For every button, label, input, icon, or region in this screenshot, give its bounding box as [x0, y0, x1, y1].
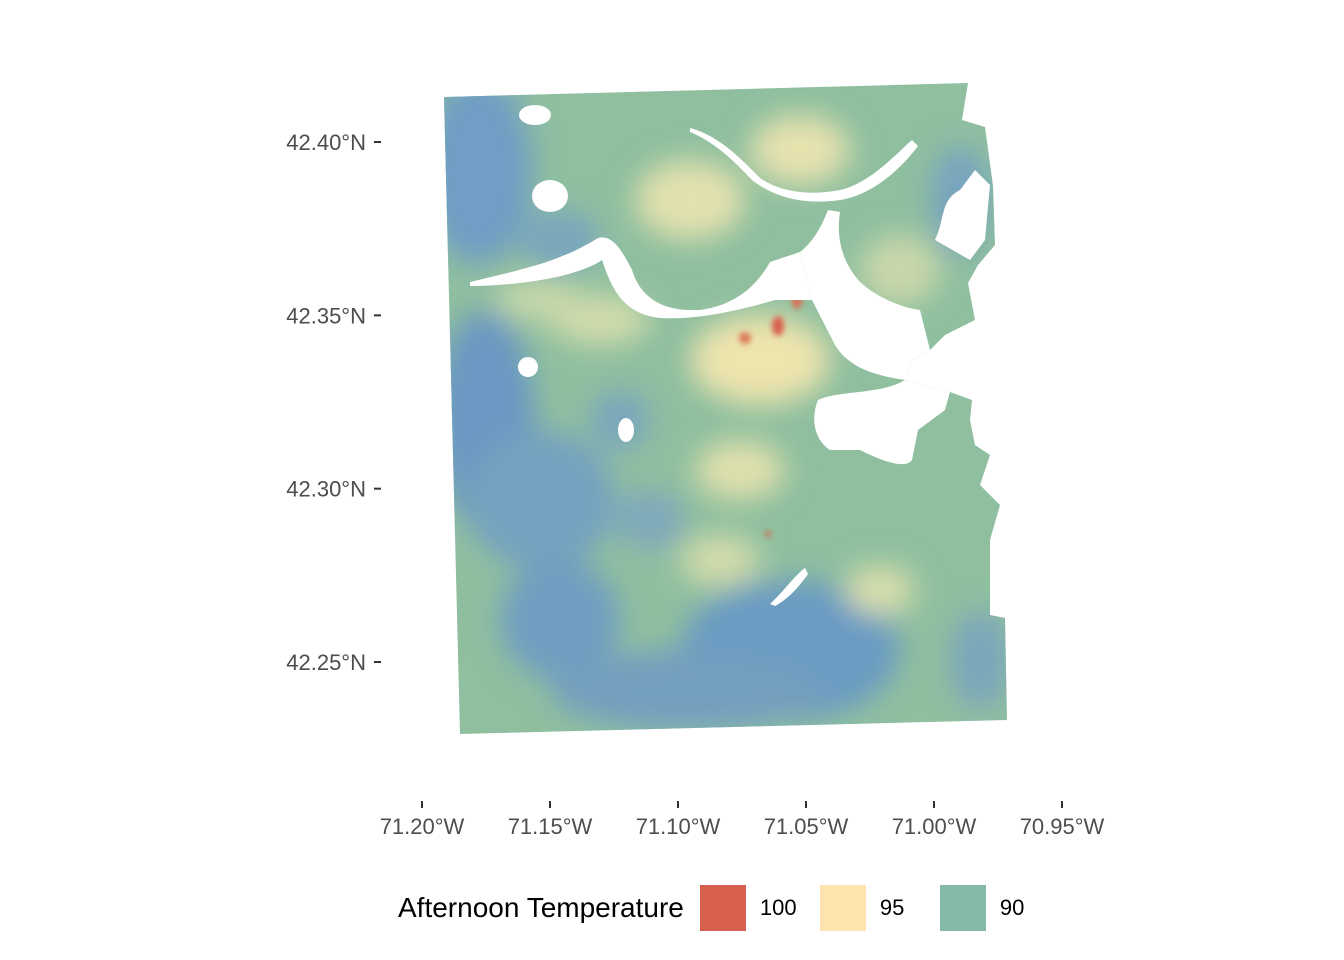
lat-tick-label: 42.30°N — [286, 477, 366, 502]
legend-item-90: 90 — [939, 885, 1046, 931]
legend-swatch — [699, 885, 746, 931]
charles-river — [470, 237, 812, 319]
lon-tick-label: 71.20°W — [380, 814, 465, 839]
lon-tick-label: 71.00°W — [892, 814, 977, 839]
spy-pond — [519, 105, 551, 125]
lat-tick-label: 42.25°N — [286, 650, 366, 675]
longitude-axis: 71.20°W 71.15°W 71.10°W 71.05°W 71.00°W 70.95… — [380, 801, 1105, 839]
neponset-river — [770, 568, 808, 606]
legend: Afternoon Temperature 100 95 90 — [398, 884, 1060, 932]
legend-label: 95 — [879, 895, 905, 920]
legend-swatch — [819, 885, 866, 931]
legend-label: 90 — [999, 895, 1025, 920]
chestnut-hill-reservoir — [518, 357, 538, 377]
legend-swatch — [939, 885, 986, 931]
water-bodies — [470, 105, 990, 606]
lat-tick-label: 42.35°N — [286, 303, 366, 328]
lon-tick-label: 71.05°W — [764, 814, 849, 839]
fresh-pond — [532, 180, 568, 212]
lon-tick-label: 70.95°W — [1020, 814, 1105, 839]
dorchester-bay — [814, 380, 950, 465]
legend-label: 100 — [759, 895, 797, 920]
legend-title: Afternoon Temperature — [398, 892, 684, 923]
legend-item-100: 100 — [699, 885, 806, 931]
latitude-axis: 42.40°N 42.35°N 42.30°N 42.25°N — [286, 130, 381, 675]
legend-item-95: 95 — [819, 885, 926, 931]
lon-tick-label: 71.10°W — [636, 814, 721, 839]
inner-harbor — [800, 210, 930, 380]
lon-tick-label: 71.15°W — [508, 814, 593, 839]
mystic-river — [690, 128, 918, 202]
jamaica-pond — [618, 418, 634, 442]
lat-tick-label: 42.40°N — [286, 130, 366, 155]
harbor-channel — [935, 170, 990, 260]
